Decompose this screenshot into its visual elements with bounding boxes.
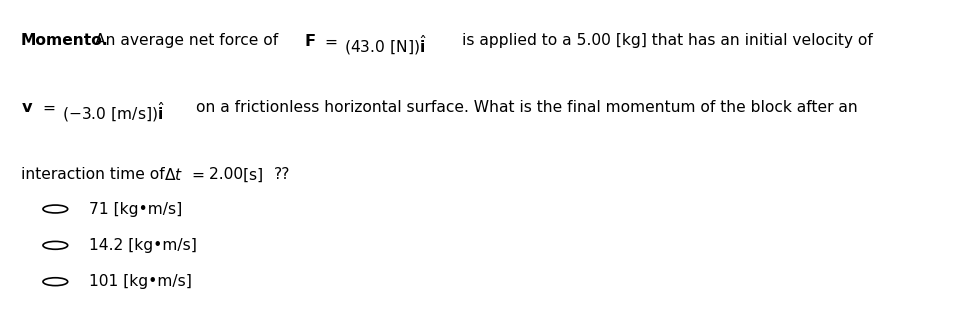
Text: 14.2 [kg•m/s]: 14.2 [kg•m/s] — [88, 238, 197, 253]
Text: on a frictionless horizontal surface. What is the final momentum of the block af: on a frictionless horizontal surface. Wh… — [196, 100, 857, 115]
Text: $[\mathrm{s}]$: $[\mathrm{s}]$ — [241, 167, 263, 184]
Text: 101 [kg•m/s]: 101 [kg•m/s] — [88, 274, 191, 289]
Text: $\mathbf{F}$: $\mathbf{F}$ — [304, 33, 316, 49]
Text: 2.00: 2.00 — [209, 167, 248, 182]
Text: $(-3.0\ [\mathrm{m/s}])\hat{\mathbf{i}}$: $(-3.0\ [\mathrm{m/s}])\hat{\mathbf{i}}$ — [62, 100, 166, 124]
Text: ??: ?? — [273, 167, 290, 182]
Text: An average net force of: An average net force of — [95, 33, 283, 49]
Text: $\mathbf{v}$: $\mathbf{v}$ — [21, 100, 34, 115]
Text: $=$: $=$ — [188, 167, 204, 182]
Text: Momento.: Momento. — [21, 33, 109, 49]
Text: is applied to a 5.00 [kg] that has an initial velocity of: is applied to a 5.00 [kg] that has an in… — [461, 33, 872, 49]
Text: interaction time of: interaction time of — [21, 167, 170, 182]
Text: $\Delta t$: $\Delta t$ — [164, 167, 183, 183]
Text: $=$: $=$ — [39, 100, 55, 115]
Text: $(43.0\ [\mathrm{N}])\hat{\mathbf{i}}$: $(43.0\ [\mathrm{N}])\hat{\mathbf{i}}$ — [344, 33, 427, 57]
Text: $=$: $=$ — [320, 33, 336, 49]
Text: 71 [kg•m/s]: 71 [kg•m/s] — [88, 201, 181, 217]
